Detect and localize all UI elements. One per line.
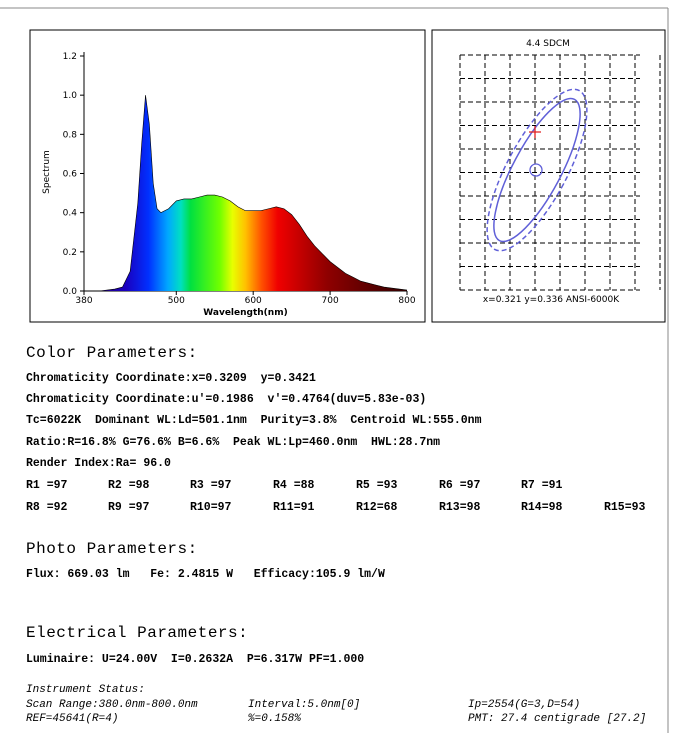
section-heading: Electrical Parameters:	[26, 624, 249, 642]
render-index: R12=68	[356, 501, 398, 514]
color-line: Render Index:Ra= 96.0	[26, 457, 171, 470]
spectrum-line	[84, 95, 408, 292]
y-tick-label: 0.4	[63, 209, 78, 219]
electrical-line: Luminaire: U=24.00V I=0.2632A P=6.317W P…	[26, 653, 365, 666]
spectrum-box	[29, 29, 426, 323]
instrument-heading: Instrument Status:	[26, 684, 145, 696]
measured-point	[529, 126, 541, 138]
render-index: R1 =97	[26, 479, 68, 492]
render-index: R15=93	[604, 501, 646, 514]
x-tick-label: 800	[398, 296, 415, 306]
render-index: R2 =98	[108, 479, 150, 492]
instrument-item: Interval:5.0nm[0]	[248, 699, 361, 711]
x-tick-label: 380	[75, 296, 92, 306]
y-tick-label: 0.0	[63, 287, 78, 297]
color-line: Chromaticity Coordinate:x=0.3209 y=0.342…	[26, 372, 316, 385]
instrument-item: Scan Range:380.0nm-800.0nm	[26, 699, 198, 711]
instrument-item: Ip=2554(G=3,D=54)	[468, 699, 581, 711]
instrument-item: REF=45641(R=4)	[26, 713, 119, 725]
y-tick-label: 0.2	[63, 248, 77, 258]
render-index: R9 =97	[108, 501, 150, 514]
render-index: R10=97	[190, 501, 232, 514]
x-tick-label: 700	[322, 296, 339, 306]
render-index: R11=91	[273, 501, 315, 514]
color-line: Ratio:R=16.8% G=76.6% B=6.6% Peak WL:Lp=…	[26, 436, 441, 449]
y-tick-label: 0.6	[63, 170, 78, 180]
y-tick-label: 1.2	[63, 52, 77, 62]
sdcm-ellipses	[486, 88, 588, 252]
sdcm-title: 4.4 SDCM	[526, 39, 570, 49]
section-heading: Photo Parameters:	[26, 540, 198, 558]
photo-line: Flux: 669.03 lm Fe: 2.4815 W Efficacy:10…	[26, 568, 385, 581]
target-point	[529, 163, 543, 177]
inner-ellipse	[493, 97, 581, 243]
sdcm-grid	[459, 54, 661, 291]
color-line: Chromaticity Coordinate:u'=0.1986 v'=0.4…	[26, 393, 427, 406]
render-index: R6 =97	[439, 479, 481, 492]
color-line: Tc=6022K Dominant WL:Ld=501.1nm Purity=3…	[26, 414, 482, 427]
render-index: R13=98	[439, 501, 481, 514]
outer-ellipse	[486, 88, 588, 252]
render-index: R14=98	[521, 501, 563, 514]
x-axis-label: Wavelength(nm)	[203, 308, 287, 318]
y-axis-label: Spectrum	[42, 150, 52, 194]
x-tick-label: 600	[245, 296, 262, 306]
x-tick-label: 500	[168, 296, 185, 306]
y-tick-label: 0.8	[63, 130, 78, 140]
render-index: R5 =93	[356, 479, 398, 492]
sdcm-box	[431, 29, 666, 323]
sdcm-caption: x=0.321 y=0.336 ANSI-6000K	[483, 295, 620, 305]
y-tick-label: 1.0	[63, 91, 78, 101]
instrument-item: %=0.158%	[248, 713, 301, 725]
section-heading: Color Parameters:	[26, 344, 198, 362]
render-index: R4 =88	[273, 479, 315, 492]
render-index: R3 =97	[190, 479, 232, 492]
spectrum-area	[84, 95, 407, 292]
render-index: R8 =92	[26, 501, 68, 514]
render-index: R7 =91	[521, 479, 563, 492]
instrument-item: PMT: 27.4 centigrade [27.2]	[468, 713, 647, 725]
